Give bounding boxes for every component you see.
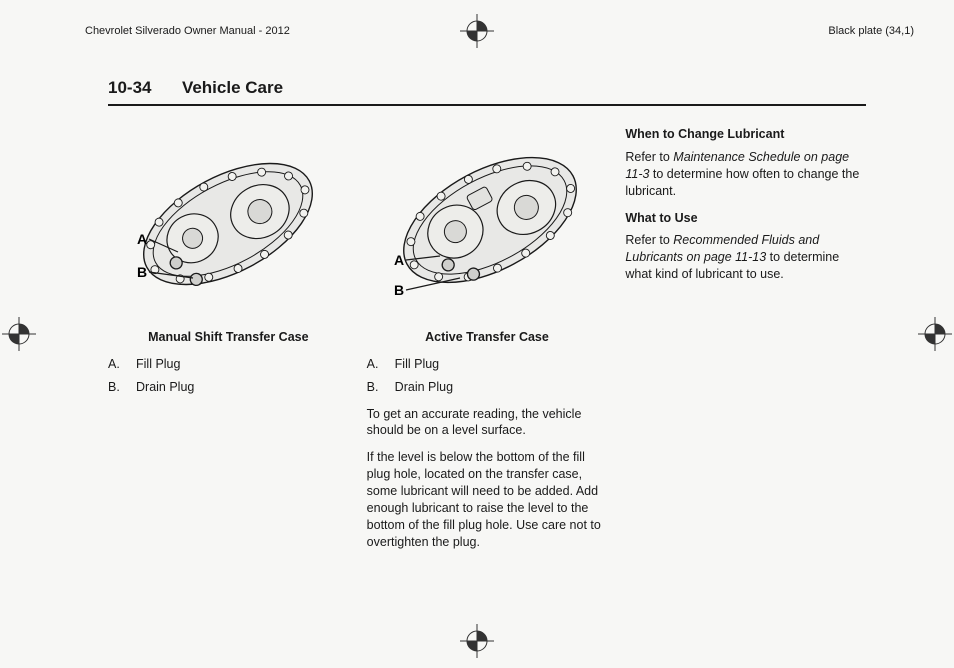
subheading: What to Use xyxy=(625,210,866,227)
list-text: Fill Plug xyxy=(136,356,180,373)
column-3: When to Change Lubricant Refer to Mainte… xyxy=(625,126,866,561)
figure-caption: Active Transfer Case xyxy=(367,329,608,346)
subheading: When to Change Lubricant xyxy=(625,126,866,143)
body-text: Refer to Recommended Fluids and Lubrican… xyxy=(625,232,866,283)
page: Chevrolet Silverado Owner Manual - 2012 … xyxy=(0,0,954,668)
header-right: Black plate (34,1) xyxy=(828,25,914,37)
list-text: Drain Plug xyxy=(136,379,194,396)
callout-list: A. Fill Plug B. Drain Plug xyxy=(108,356,349,396)
figure-caption: Manual Shift Transfer Case xyxy=(108,329,349,346)
page-number: 10-34 xyxy=(108,78,151,97)
list-letter: B. xyxy=(108,379,136,396)
section-title: Vehicle Care xyxy=(182,78,283,97)
registration-mark-icon xyxy=(460,624,494,658)
illus-label-a: A xyxy=(394,252,404,268)
content-columns: A B Manual Shift Transfer Case A. Fill P… xyxy=(108,126,866,561)
text-run: to determine how often to change the lub… xyxy=(625,167,859,198)
list-letter: A. xyxy=(367,356,395,373)
list-item: B. Drain Plug xyxy=(108,379,349,396)
header-left: Chevrolet Silverado Owner Manual - 2012 xyxy=(85,25,290,37)
list-text: Drain Plug xyxy=(395,379,453,396)
registration-mark-icon xyxy=(918,317,952,351)
list-item: B. Drain Plug xyxy=(367,379,608,396)
body-text: To get an accurate reading, the vehicle … xyxy=(367,406,608,440)
list-letter: B. xyxy=(367,379,395,396)
transfer-case-icon: A B xyxy=(382,126,592,316)
column-1: A B Manual Shift Transfer Case A. Fill P… xyxy=(108,126,349,561)
transfer-case-icon: A B xyxy=(123,126,333,316)
body-text: If the level is below the bottom of the … xyxy=(367,449,608,550)
registration-mark-icon xyxy=(2,317,36,351)
section-header: 10-34 Vehicle Care xyxy=(108,78,866,106)
illus-label-b: B xyxy=(394,282,404,298)
column-2: A B Active Transfer Case A. Fill Plug B.… xyxy=(367,126,608,561)
illustration: A B xyxy=(367,126,608,321)
list-letter: A. xyxy=(108,356,136,373)
illus-label-a: A xyxy=(137,231,147,247)
callout-list: A. Fill Plug B. Drain Plug xyxy=(367,356,608,396)
text-run: Refer to xyxy=(625,150,673,164)
list-text: Fill Plug xyxy=(395,356,439,373)
list-item: A. Fill Plug xyxy=(108,356,349,373)
registration-mark-icon xyxy=(460,14,494,48)
body-text: Refer to Maintenance Schedule on page 11… xyxy=(625,149,866,200)
list-item: A. Fill Plug xyxy=(367,356,608,373)
print-header: Chevrolet Silverado Owner Manual - 2012 … xyxy=(85,25,914,37)
text-run: Refer to xyxy=(625,233,673,247)
illus-label-b: B xyxy=(137,264,147,280)
illustration: A B xyxy=(108,126,349,321)
